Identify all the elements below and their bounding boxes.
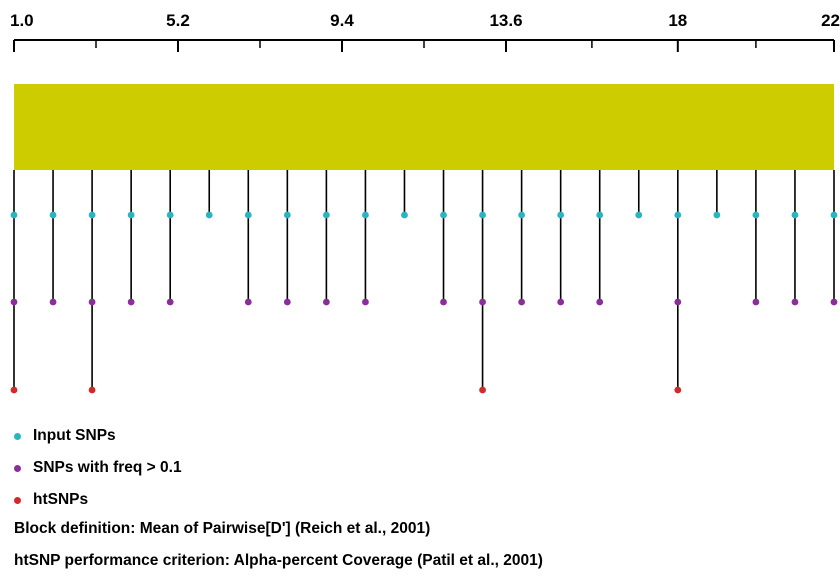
input-snp-marker (635, 211, 643, 219)
freq-snp-marker (88, 298, 96, 306)
input-snp-marker (401, 211, 408, 219)
input-snp-marker (752, 211, 760, 219)
tick-label: 1.0 (10, 11, 34, 30)
snp-markers (10, 211, 838, 394)
htsnp-criterion-text: htSNP performance criterion: Alpha-perce… (14, 552, 543, 569)
freq-snp-marker (752, 298, 760, 306)
axis-ticks (13, 40, 835, 52)
input-snp-marker-icon (14, 432, 21, 440)
freq-snp-marker (830, 298, 838, 306)
tick-label: 5.2 (166, 11, 190, 30)
snp-block-diagram: 1.0 5.2 9.4 13.6 18 22 (10, 11, 840, 394)
input-snp-marker (322, 211, 330, 219)
freq-snp-marker (440, 298, 447, 306)
axis-tick-labels: 1.0 5.2 9.4 13.6 18 22 (10, 11, 840, 30)
htsnp-snp-marker (88, 386, 96, 394)
freq-snp-marker (283, 298, 291, 306)
tick-label: 13.6 (489, 11, 522, 30)
legend-item-input: Input SNPs (14, 420, 182, 452)
input-snp-marker (88, 211, 96, 219)
input-snp-marker (49, 211, 57, 219)
input-snp-marker (244, 211, 252, 219)
input-snp-marker (440, 211, 447, 219)
legend: Input SNPs SNPs with freq > 0.1 htSNPs (14, 420, 182, 516)
legend-item-htsnp: htSNPs (14, 484, 182, 516)
input-snp-marker (479, 211, 486, 219)
htsnp-snp-marker (674, 386, 682, 394)
input-snp-marker (830, 211, 838, 219)
legend-label-htsnp: htSNPs (33, 491, 89, 508)
input-snp-marker (205, 211, 213, 219)
freq-snp-marker (322, 298, 330, 306)
tick-label: 18 (668, 11, 687, 30)
block-definition-text: Block definition: Mean of Pairwise[D'] (… (14, 520, 431, 537)
input-snp-marker (127, 211, 135, 219)
freq-snp-marker (10, 298, 18, 306)
htsnp-marker-icon (14, 496, 21, 504)
htsnp-snp-marker (10, 386, 18, 394)
tick-label: 9.4 (330, 11, 354, 30)
freq-snp-marker (49, 298, 57, 306)
freq-snp-marker (791, 298, 799, 306)
input-snp-marker (166, 211, 174, 219)
input-snp-marker (596, 211, 604, 219)
input-snp-marker (791, 211, 799, 219)
freq-snp-marker (479, 298, 486, 306)
freq-snp-marker (518, 298, 526, 306)
haplotype-block (14, 84, 834, 170)
freq-snp-marker (557, 298, 565, 306)
input-snp-marker (713, 211, 721, 219)
freq-snp-marker-icon (14, 464, 21, 472)
legend-item-freq: SNPs with freq > 0.1 (14, 452, 182, 484)
freq-snp-marker (596, 298, 604, 306)
input-snp-marker (10, 211, 18, 219)
freq-snp-marker (166, 298, 174, 306)
tick-label: 22 (821, 11, 840, 30)
freq-snp-marker (362, 298, 369, 306)
snp-stems (13, 170, 835, 390)
input-snp-marker (557, 211, 565, 219)
legend-label-input: Input SNPs (33, 427, 116, 444)
input-snp-marker (518, 211, 526, 219)
freq-snp-marker (244, 298, 252, 306)
freq-snp-marker (127, 298, 135, 306)
htsnp-snp-marker (479, 386, 486, 394)
input-snp-marker (674, 211, 682, 219)
input-snp-marker (362, 211, 369, 219)
input-snp-marker (283, 211, 291, 219)
legend-label-freq: SNPs with freq > 0.1 (33, 459, 182, 476)
freq-snp-marker (674, 298, 682, 306)
